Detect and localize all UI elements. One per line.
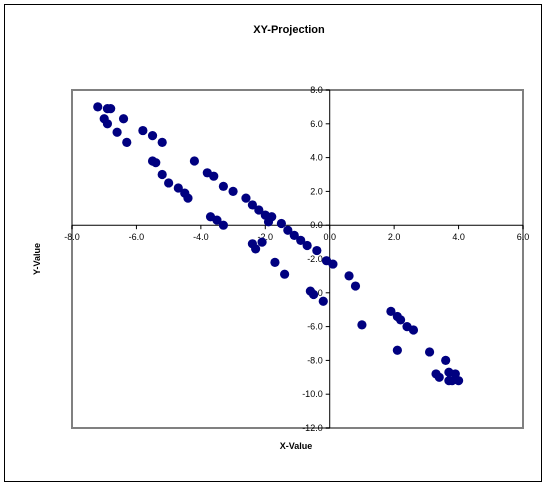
data-point: [241, 193, 251, 203]
data-point: [263, 217, 274, 227]
data-point: [251, 244, 261, 254]
x-tick-label: 4.0: [452, 232, 465, 242]
data-point: [228, 186, 238, 196]
x-tick-label: -6.0: [129, 232, 145, 242]
y-tick-label: -2.0: [307, 254, 323, 264]
data-point: [453, 376, 464, 386]
data-point: [209, 171, 219, 181]
data-point: [270, 257, 280, 267]
data-point: [296, 235, 306, 246]
data-point: [357, 320, 367, 330]
data-point: [444, 376, 454, 386]
data-point: [434, 372, 444, 382]
data-point: [247, 200, 257, 210]
data-point: [218, 181, 229, 191]
data-point: [328, 259, 338, 269]
data-point: [309, 289, 319, 300]
data-point: [289, 230, 299, 240]
data-point: [147, 131, 158, 141]
x-tick-label: 6.0: [517, 232, 530, 242]
x-tick-label: -2.0: [258, 232, 274, 242]
data-point: [157, 169, 167, 180]
data-point: [350, 281, 361, 291]
data-point: [386, 306, 396, 316]
data-point: [157, 137, 167, 147]
data-point: [189, 156, 200, 166]
data-point: [395, 315, 406, 325]
y-tick-label: -6.0: [307, 322, 323, 332]
data-point: [93, 102, 103, 112]
data-point: [106, 103, 116, 114]
data-point: [318, 296, 328, 306]
x-axis-title: X-Value: [280, 441, 313, 451]
y-tick-label: 4.0: [310, 153, 323, 163]
x-tick-label: 2.0: [388, 232, 401, 242]
x-tick-label: 0.0: [323, 232, 336, 242]
data-point: [102, 119, 113, 129]
data-point: [118, 114, 129, 124]
y-tick-label: -10.0: [302, 389, 323, 399]
data-point: [122, 137, 132, 147]
data-point: [276, 218, 286, 229]
x-tick-label: -8.0: [64, 232, 80, 242]
y-axis-title: Y-Value: [32, 243, 42, 275]
data-point: [312, 245, 322, 256]
data-point: [173, 183, 183, 193]
data-point: [424, 347, 435, 357]
data-point: [183, 193, 193, 203]
data-point: [218, 220, 229, 230]
data-point: [344, 271, 354, 281]
data-point: [441, 355, 451, 365]
data-point: [151, 158, 161, 168]
y-tick-label: 6.0: [310, 119, 323, 129]
x-tick-label: -4.0: [193, 232, 209, 242]
data-point: [164, 178, 174, 188]
y-tick-label: 8.0: [310, 85, 323, 95]
data-point: [302, 240, 312, 251]
y-tick-label: -12.0: [302, 423, 323, 433]
data-point: [283, 225, 293, 235]
data-markers: [93, 102, 464, 386]
data-point: [392, 345, 402, 355]
plot-area: [71, 89, 524, 429]
tick-labels: -8.0 -6.0 -4.0 -2.0 0.0 2.0 4.0 6.0 8.0 6.0 4.0 2.0…: [64, 85, 529, 433]
y-tick-label: 0.0: [310, 220, 323, 230]
chart-area: [4, 4, 542, 482]
data-point: [408, 325, 419, 335]
y-tick-label: 2.0: [310, 186, 323, 196]
data-point: [138, 125, 148, 136]
chart-title: XY-Projection: [253, 24, 325, 36]
data-point: [212, 215, 222, 225]
y-tick-label: -8.0: [307, 355, 323, 365]
data-point: [254, 205, 264, 215]
data-point: [280, 269, 290, 279]
data-point: [257, 237, 267, 247]
data-point: [112, 127, 122, 137]
